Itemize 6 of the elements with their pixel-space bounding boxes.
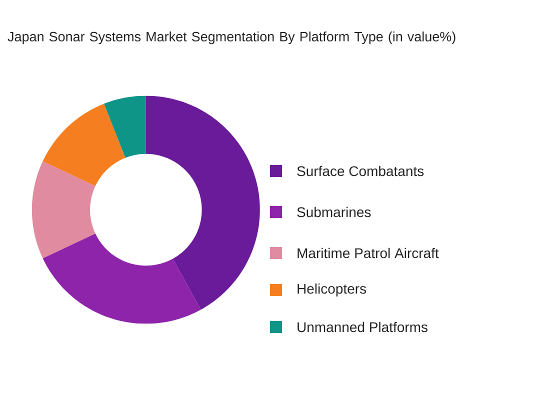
legend-label: Unmanned Platforms xyxy=(298,322,428,332)
legend-label: Surface Combatants xyxy=(297,166,424,176)
chart-title: Japan Sonar Systems Market Segmentation By Platform Type (in value%) xyxy=(8,32,456,44)
legend-label: Helicopters xyxy=(298,283,366,297)
legend-label: Submarines xyxy=(297,206,371,218)
legend-label: Maritime Patrol Aircraft xyxy=(298,248,439,258)
